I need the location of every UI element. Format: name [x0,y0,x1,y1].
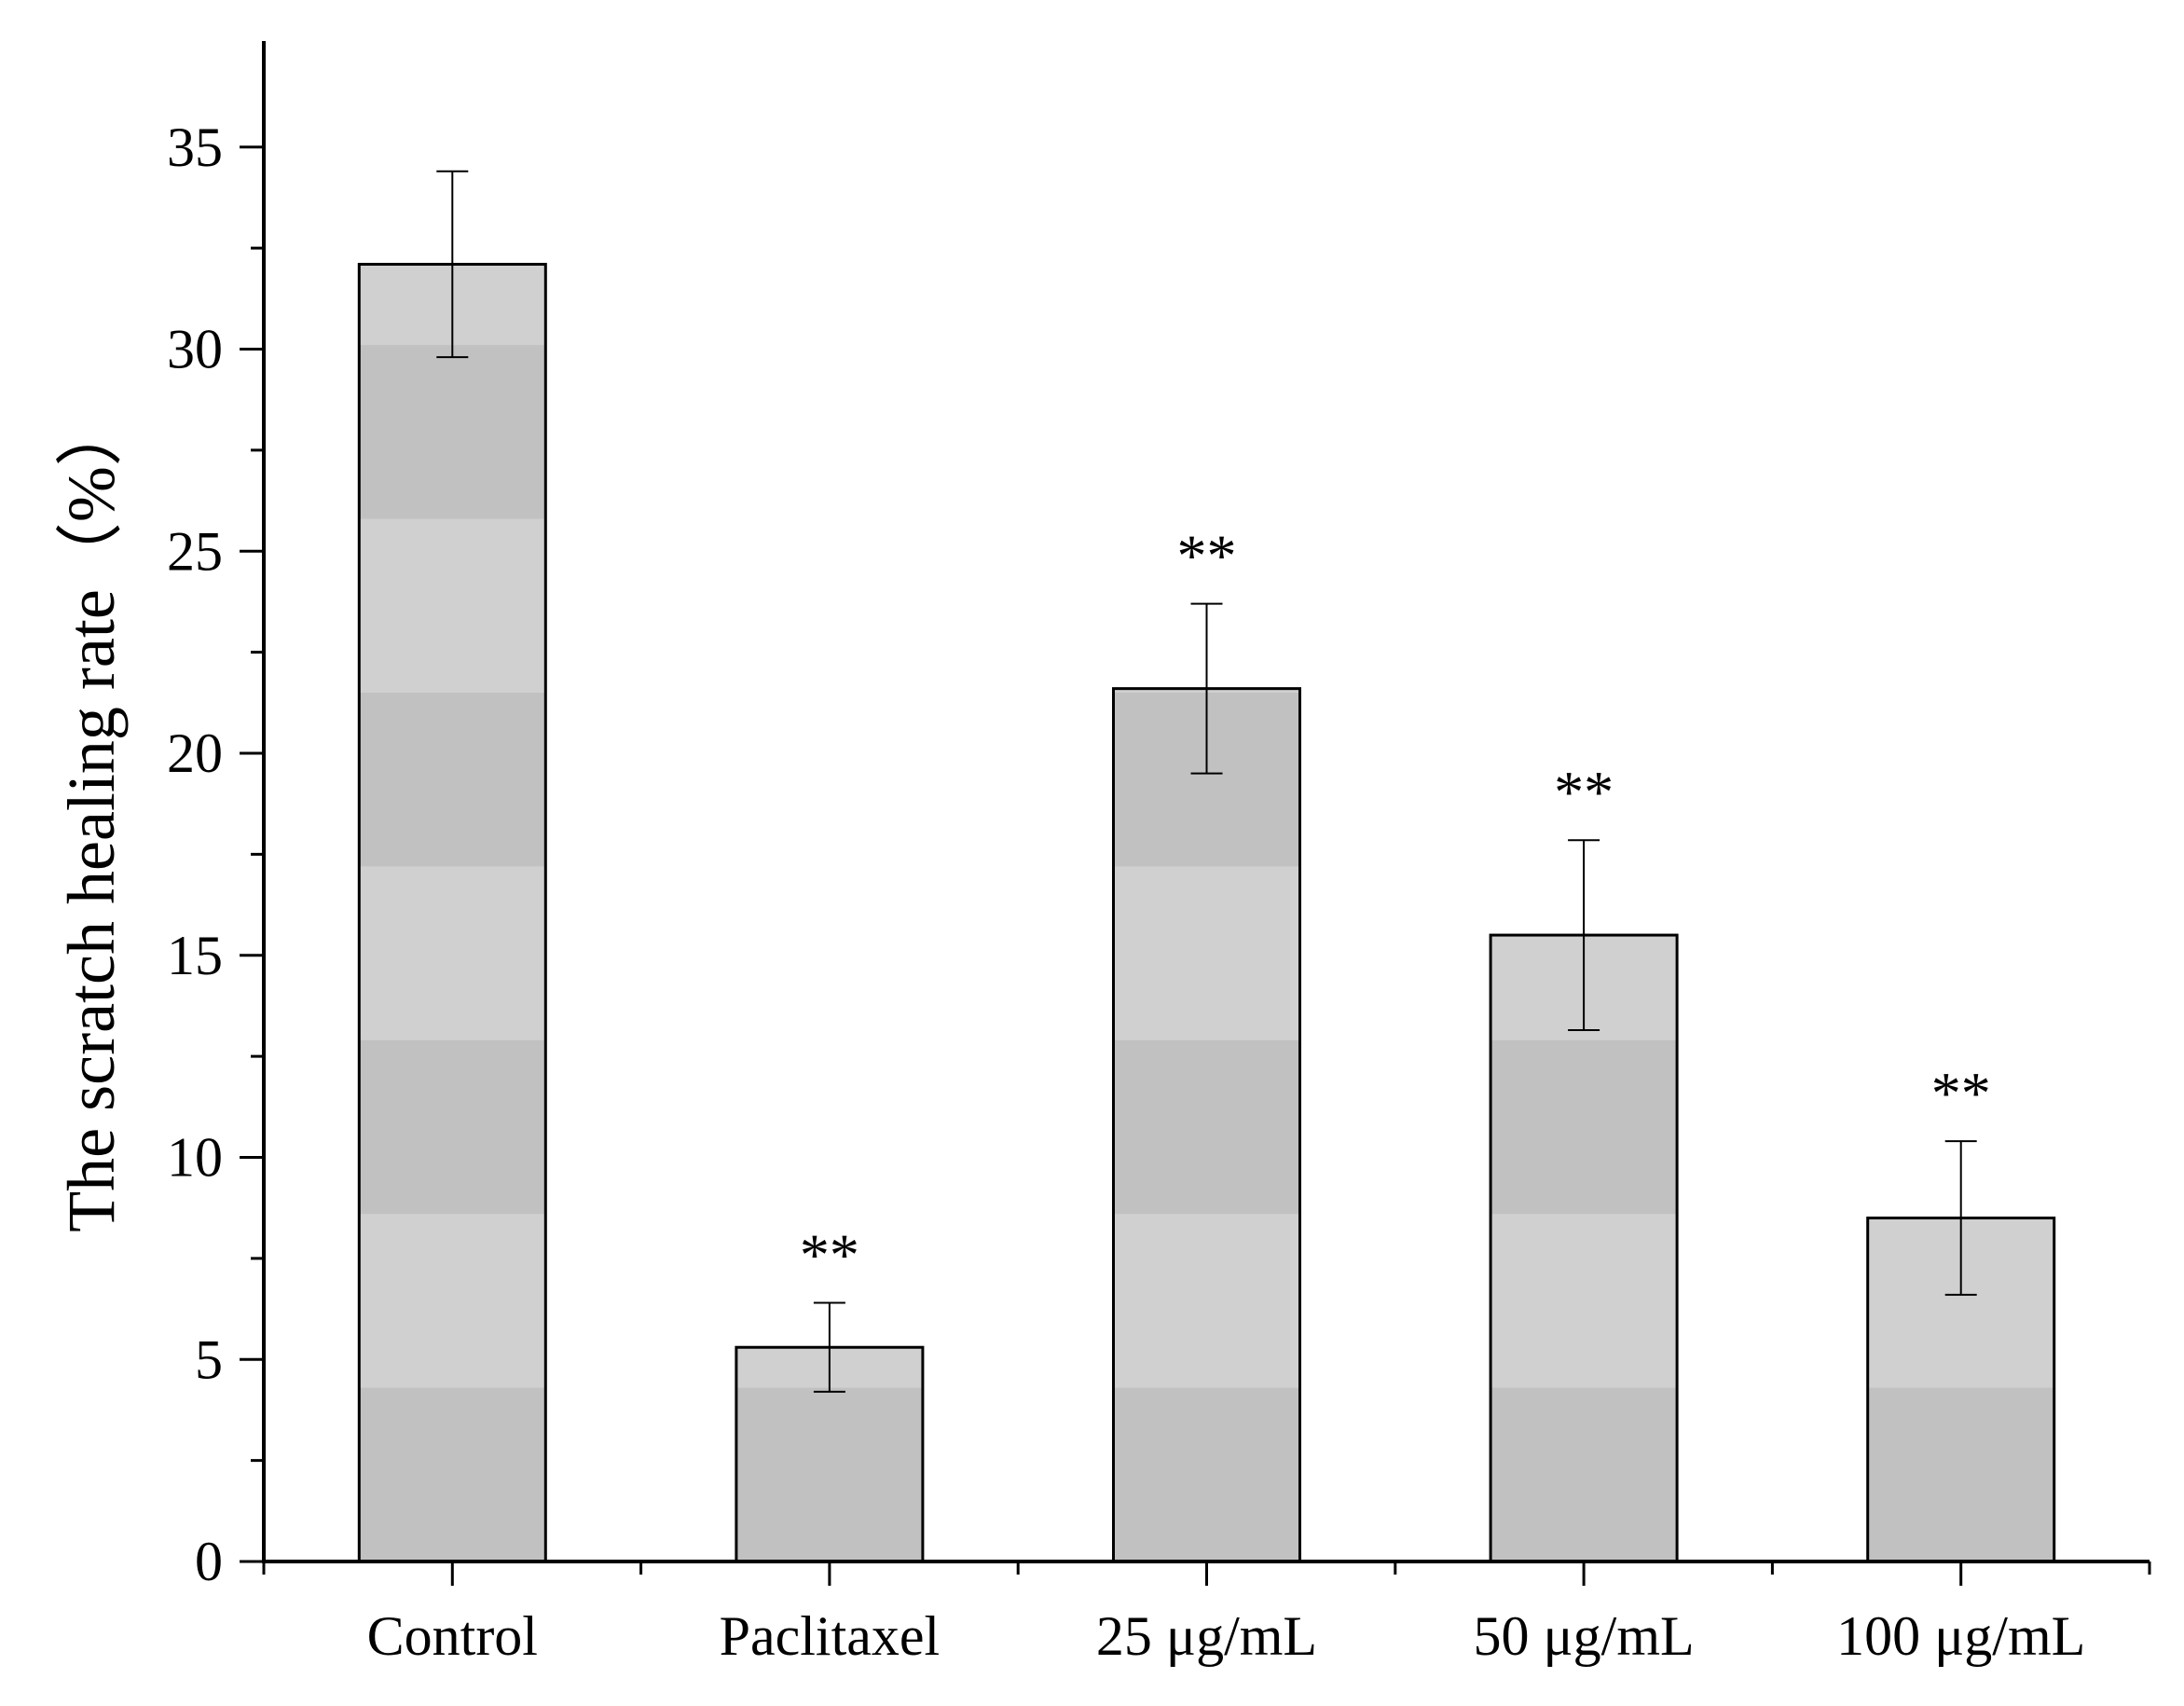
bar-0-band [359,1214,546,1388]
bar-3 [1489,933,1679,1563]
bar-0-band [359,866,546,1040]
bar-2-fill [1113,688,1300,1562]
error-bar-0 [436,170,469,359]
bar-2-band [1113,866,1300,1040]
error-bar-2 [1190,602,1223,775]
error-bar-1 [813,1301,845,1393]
significance-markers: ** ** ** ** [800,523,1991,1288]
y-ticks: 0 5 10 15 20 25 30 35 [167,117,264,1592]
error-bar-3 [1568,839,1600,1031]
bar-0-band [359,518,546,693]
significance-label-2: ** [1177,523,1237,589]
y-tick-label-4: 20 [167,722,223,784]
significance-label-3: ** [1554,759,1614,825]
bar-2 [1112,687,1301,1563]
y-axis: 0 5 10 15 20 25 30 35 [167,41,266,1592]
y-tick-label-2: 10 [167,1127,223,1189]
significance-label-1: ** [800,1222,859,1288]
y-axis-title: The scratch healing rate（%） [54,399,129,1232]
x-tick-label-4: 100 μg/mL [1836,1605,2085,1667]
y-tick-label-5: 25 [167,520,223,582]
x-tick-label-1: Paclitaxel [720,1605,941,1667]
bar-2-band [1113,1214,1300,1388]
y-tick-label-6: 30 [167,319,223,380]
bar-4 [1866,1217,2056,1563]
y-tick-label-3: 15 [167,925,223,986]
x-ticks: Control Paclitaxel 25 μg/mL 50 μg/mL 100 μg/… [262,1562,2151,1667]
plot-area: ** ** ** ** [357,170,2056,1563]
error-bar-4 [1944,1140,1977,1296]
bar-3-band [1490,1214,1678,1388]
x-tick-label-2: 25 μg/mL [1096,1605,1317,1667]
y-tick-label-0: 0 [195,1531,223,1592]
x-axis: Control Paclitaxel 25 μg/mL 50 μg/mL 100 μg/… [262,1560,2151,1667]
y-tick-label-1: 5 [195,1328,223,1390]
x-tick-label-3: 50 μg/mL [1474,1605,1695,1667]
error-bars [436,170,1977,1393]
bar-0 [357,262,547,1563]
y-tick-label-7: 35 [167,117,223,178]
x-tick-label-0: Control [367,1605,538,1667]
significance-label-4: ** [1931,1060,1991,1126]
bars [357,262,2056,1563]
